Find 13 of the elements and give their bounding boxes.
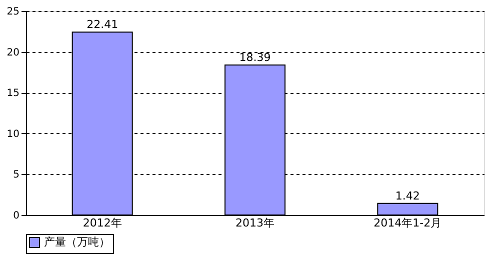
legend-label: 产量（万吨） xyxy=(44,236,110,248)
y-tick-label: 25 xyxy=(6,6,20,18)
x-tick-label: 2013年 xyxy=(236,216,274,230)
y-tick-label: 5 xyxy=(13,170,20,181)
x-tick-label: 2014年1-2月 xyxy=(374,216,442,230)
y-tick-label: 0 xyxy=(13,210,20,222)
y-tick-label: 15 xyxy=(6,88,20,100)
data-label: 22.41 xyxy=(86,18,118,32)
y-tick-label: 10 xyxy=(6,128,20,140)
y-tick-label: 20 xyxy=(6,47,20,58)
data-label: 1.42 xyxy=(395,189,420,202)
data-label: 18.39 xyxy=(239,50,271,64)
x-tick-label: 2012年 xyxy=(82,216,122,230)
